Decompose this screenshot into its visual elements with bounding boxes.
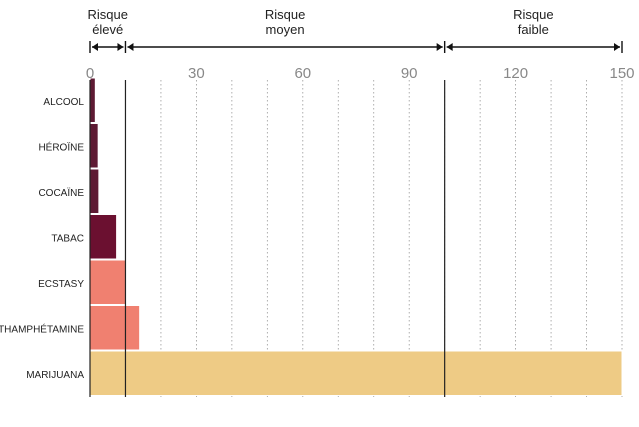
- category-label: ECSTASY: [38, 279, 84, 290]
- arrow-head: [614, 43, 620, 51]
- tick-label: 120: [503, 65, 528, 82]
- category-label: MARIJUANA: [26, 370, 84, 381]
- zone-label: Risque: [265, 7, 305, 22]
- zone-label: Risque: [87, 7, 127, 22]
- category-label: ALCOOL: [43, 97, 84, 108]
- bar-alcool: [89, 77, 96, 123]
- tick-labels: 0 30 60 90 120 150: [86, 65, 635, 82]
- axis: [89, 80, 446, 397]
- category-label: MÉTHAMPHÉTAMINE: [0, 322, 84, 335]
- category-labels: ALCOOL HÉROÏNE COCAÏNE TABAC ECSTASY MÉTHAMPH…: [0, 97, 84, 381]
- tick-label: 30: [188, 65, 205, 82]
- zone-label: moyen: [266, 22, 305, 37]
- tick-label: 150: [609, 65, 634, 82]
- bar-tabac: [89, 214, 118, 260]
- arrow-head: [92, 43, 98, 51]
- tick-label: 60: [294, 65, 311, 82]
- arrow-head: [446, 43, 453, 51]
- bar-cocaïne: [89, 168, 100, 214]
- tick-label: 90: [401, 65, 418, 82]
- category-label: HÉROÏNE: [38, 140, 84, 153]
- zone-label: faible: [518, 22, 549, 37]
- category-label: TABAC: [51, 233, 84, 244]
- grid: [125, 80, 623, 397]
- zone-label: Risque: [513, 7, 553, 22]
- arrow-head: [436, 43, 443, 51]
- bar-marijuana: [89, 350, 623, 396]
- tick-label: 0: [86, 65, 94, 82]
- bar-ecstasy: [89, 259, 126, 305]
- arrow-head: [127, 43, 134, 51]
- bar-héroïne: [89, 123, 99, 169]
- arrow-head: [117, 43, 124, 51]
- bars: [89, 77, 623, 396]
- category-label: COCAÏNE: [38, 187, 84, 199]
- zone-label: élevé: [92, 22, 123, 37]
- bar-méthamphétamine: [89, 305, 141, 351]
